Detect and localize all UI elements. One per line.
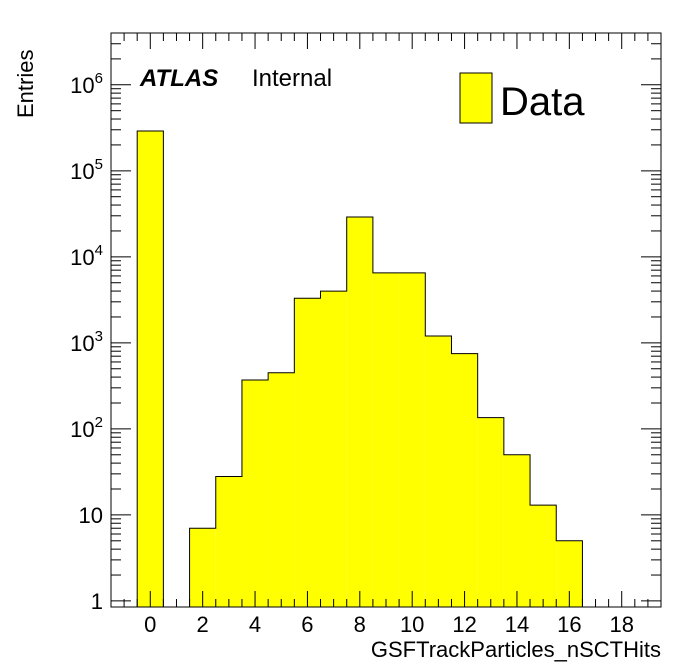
histogram-bar xyxy=(399,272,426,607)
histogram-bar xyxy=(372,272,400,607)
x-tick-label: 0 xyxy=(144,612,156,637)
histogram-bar xyxy=(320,291,347,607)
x-tick-label: 14 xyxy=(505,612,529,637)
x-tick-label: 6 xyxy=(301,612,313,637)
histogram-bar xyxy=(346,217,373,608)
histogram-bar xyxy=(477,417,504,607)
legend-label: Data xyxy=(500,80,585,124)
histogram-bar xyxy=(241,380,269,607)
histogram-bar xyxy=(451,353,478,607)
x-tick-label: 12 xyxy=(452,612,476,637)
x-axis-title: GSFTrackParticles_nSCTHits xyxy=(371,637,661,662)
atlas-label: ATLAS xyxy=(139,65,218,92)
y-tick-label: 106 xyxy=(70,70,103,98)
histogram-bar xyxy=(268,372,295,607)
y-tick-label: 105 xyxy=(70,156,103,184)
y-tick-label: 1 xyxy=(91,589,103,614)
y-tick-label: 102 xyxy=(70,414,103,442)
histogram-bar xyxy=(503,454,531,607)
histogram-bars xyxy=(136,130,583,608)
x-tick-label: 16 xyxy=(557,612,581,637)
histogram-bar xyxy=(137,131,164,607)
x-tick-label: 8 xyxy=(354,612,366,637)
histogram-bar xyxy=(294,298,321,607)
histogram-outline xyxy=(136,130,583,608)
tick-labels: 0 2 4 6 8 10 12 14 16 18 1 10 102 103 104 105 106 xyxy=(70,70,634,637)
x-tick-label: 2 xyxy=(197,612,209,637)
x-tick-label: 18 xyxy=(609,612,633,637)
legend-swatch xyxy=(459,72,493,124)
axis-ticks xyxy=(110,32,662,607)
histogram-bar xyxy=(530,505,557,607)
y-tick-label: 103 xyxy=(70,328,103,356)
histogram-bar xyxy=(425,336,452,607)
x-tick-label: 10 xyxy=(400,612,424,637)
x-tick-label: 4 xyxy=(249,612,261,637)
y-tick-label: 104 xyxy=(70,242,103,270)
legend: Data xyxy=(459,72,585,124)
y-axis-title: Entries xyxy=(13,50,38,118)
status-label: Internal xyxy=(252,65,332,92)
y-tick-label: 10 xyxy=(79,503,103,528)
histogram-bar xyxy=(215,476,242,607)
